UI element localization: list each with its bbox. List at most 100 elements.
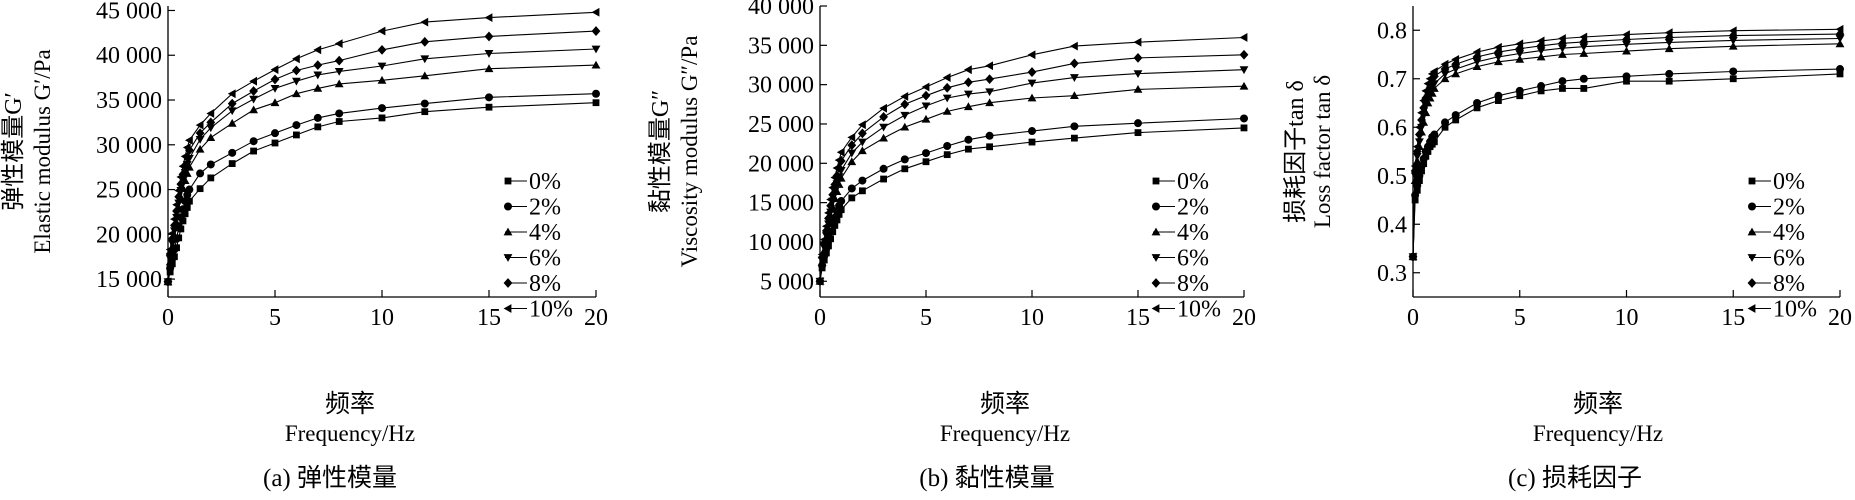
data-point [227, 118, 237, 127]
y-tick-label: 5 000 [760, 269, 814, 295]
data-point [1134, 129, 1142, 137]
data-point [847, 157, 857, 166]
data-point [196, 169, 205, 178]
data-point [176, 172, 185, 182]
data-point [817, 250, 826, 259]
data-point [249, 95, 258, 104]
data-point [1133, 84, 1143, 93]
data-point [195, 144, 205, 153]
panel-caption: (b) 黏性模量 [919, 464, 1054, 492]
series-10% [163, 7, 600, 287]
chart-panel-2: 0 5 10 15 20 5 000 10 000 15 000 20 000 25 000 30 … [647, 0, 1256, 492]
data-point [1421, 86, 1430, 96]
data-point [1579, 43, 1589, 52]
data-point [314, 123, 322, 131]
legend-label: 10% [1177, 297, 1221, 323]
data-point [195, 120, 204, 130]
data-point [420, 17, 429, 27]
data-point [1441, 118, 1450, 127]
legend-marker [1151, 304, 1160, 313]
legend-marker [1747, 227, 1757, 236]
data-point [921, 82, 930, 92]
data-point [1071, 134, 1078, 142]
data-point [985, 88, 994, 97]
y-tick-label: 0.5 [1377, 164, 1407, 190]
data-point [1515, 54, 1525, 63]
data-point [1537, 87, 1545, 95]
y-tick-label: 35 000 [748, 33, 814, 59]
x-tick-label: 10 [370, 305, 394, 331]
data-point [377, 62, 387, 71]
data-point [1579, 49, 1589, 57]
data-point [1515, 50, 1525, 58]
data-point [964, 90, 973, 99]
data-point [900, 122, 910, 131]
data-point [1133, 53, 1143, 63]
data-point [1664, 32, 1674, 43]
data-point [196, 185, 204, 193]
data-point [1028, 127, 1036, 136]
series-10% [815, 33, 1248, 286]
legend-label: 2% [1177, 195, 1209, 221]
data-point [185, 135, 193, 145]
data-point [1558, 34, 1566, 43]
x-tick-label: 5 [920, 305, 932, 331]
legend-label: 0% [1773, 169, 1805, 195]
data-point [592, 99, 600, 107]
y-tick-label: 20 000 [748, 151, 814, 177]
data-point [292, 77, 301, 86]
legend-marker [1152, 177, 1160, 185]
data-point [985, 131, 994, 140]
legend-label: 8% [529, 271, 561, 297]
data-point [1451, 65, 1461, 74]
data-point [206, 109, 215, 118]
y-axis-label-en: Loss factor tan δ [1310, 75, 1335, 228]
legend-marker [1747, 304, 1756, 313]
data-point [826, 200, 835, 211]
data-point [1516, 92, 1524, 100]
y-tick-label: 0.8 [1377, 18, 1407, 44]
data-point [922, 158, 930, 166]
data-point [1580, 85, 1588, 92]
legend-marker [1748, 177, 1756, 185]
y-axis-label-en: Viscosity modulus G″/Pa [677, 36, 702, 268]
data-point [1430, 138, 1438, 146]
data-point [591, 45, 601, 54]
data-point [227, 89, 236, 99]
x-tick-label: 0 [1407, 305, 1419, 331]
legend-label: 6% [1773, 246, 1805, 272]
data-point [942, 106, 952, 115]
data-point [879, 103, 887, 113]
data-point [182, 143, 191, 152]
data-point [167, 229, 176, 238]
data-point [836, 147, 845, 157]
data-point [847, 140, 857, 151]
data-point [249, 76, 257, 86]
y-tick-label: 30 000 [748, 73, 814, 99]
data-point [900, 155, 909, 164]
legend-marker [503, 227, 513, 236]
data-point [879, 133, 888, 142]
panel-caption: (a) 弹性模量 [263, 464, 397, 492]
data-point [1417, 108, 1425, 118]
legend-label: 0% [529, 169, 561, 195]
data-point [858, 176, 867, 185]
legend-label: 6% [1177, 246, 1209, 272]
data-point [1425, 74, 1434, 84]
data-point [195, 128, 205, 139]
y-tick-label: 20 000 [96, 222, 162, 248]
data-point [206, 160, 215, 169]
data-point [227, 98, 237, 109]
legend-marker [503, 278, 513, 288]
data-point [420, 55, 430, 64]
x-tick-label: 5 [1514, 305, 1526, 331]
data-point [334, 39, 343, 49]
data-point [1622, 30, 1630, 40]
data-point [1623, 77, 1630, 85]
legend-marker [1152, 202, 1160, 211]
data-point [335, 118, 343, 125]
data-point [421, 108, 429, 116]
data-point [1515, 86, 1524, 95]
data-point [181, 210, 189, 218]
